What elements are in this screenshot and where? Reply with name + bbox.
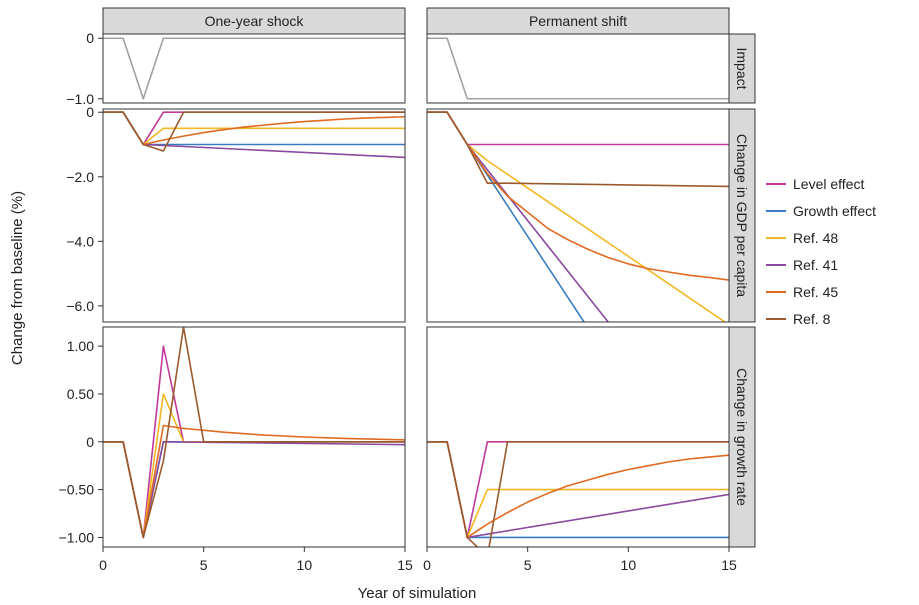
panel-border <box>426 33 730 104</box>
legend: Level effect Growth effect Ref. 48 Ref. 41 R… <box>766 176 876 327</box>
panel-border <box>102 108 406 323</box>
legend-label: Level effect <box>793 176 864 192</box>
y-tick-label: −1.00 <box>59 529 95 545</box>
legend-item-ref-8: Ref. 8 <box>766 311 831 327</box>
y-tick-label: −6.0 <box>66 298 94 314</box>
legend-label: Ref. 8 <box>793 311 831 327</box>
facet-strips: One-year shock Permanent shift Impact Chang… <box>102 7 756 548</box>
panel-one-year-shock-change-in-gdp-per-capita <box>102 108 406 323</box>
strip-label-impact: Impact <box>734 47 750 89</box>
strip-label-one-year-shock: One-year shock <box>205 13 305 29</box>
series-group <box>427 37 729 100</box>
panel-one-year-shock-change-in-growth-rate <box>102 326 406 548</box>
x-tick-label: 10 <box>297 557 313 573</box>
legend-label: Ref. 45 <box>793 284 838 300</box>
series-group <box>103 111 405 159</box>
y-axis-title: Change from baseline (%) <box>9 191 26 365</box>
x-tick-label: 0 <box>99 557 107 573</box>
strip-label-permanent-shift: Permanent shift <box>529 13 627 29</box>
y-tick-label: 0.50 <box>67 386 94 402</box>
panel-background <box>427 34 729 103</box>
panel-one-year-shock-impact <box>102 33 406 104</box>
x-tick-label: 10 <box>621 557 637 573</box>
legend-item-ref-45: Ref. 45 <box>766 284 838 300</box>
legend-item-growth-effect: Growth effect <box>766 203 876 219</box>
panel-background <box>427 109 729 322</box>
x-tick-label: 5 <box>524 557 532 573</box>
strip-change-in-gdp-per-capita <box>728 108 756 323</box>
series-group <box>103 327 405 539</box>
series-group <box>427 111 729 322</box>
series-line-ref-8 <box>427 440 729 547</box>
x-tick-label: 15 <box>721 557 737 573</box>
series-line-impact <box>103 37 405 100</box>
series-line-ref-8 <box>103 111 405 152</box>
panel-background <box>427 327 729 547</box>
y-tick-label: 1.00 <box>67 338 94 354</box>
series-line-impact <box>427 37 729 100</box>
y-tick-label: 0 <box>86 104 94 120</box>
panel-permanent-shift-impact <box>426 33 730 104</box>
series-line-ref-8 <box>103 327 405 539</box>
series-line-ref-45 <box>427 111 729 281</box>
legend-item-level-effect: Level effect <box>766 176 864 192</box>
legend-label: Ref. 41 <box>793 257 838 273</box>
legend-item-ref-41: Ref. 41 <box>766 257 838 273</box>
series-group <box>427 440 729 547</box>
panel-permanent-shift-change-in-growth-rate <box>426 326 730 548</box>
y-tick-label: −4.0 <box>66 233 94 249</box>
panel-border <box>426 108 730 323</box>
facet-panels <box>102 33 730 548</box>
series-line-ref-8 <box>427 111 729 188</box>
strip-impact <box>728 33 756 104</box>
panel-border <box>426 326 730 548</box>
legend-label: Growth effect <box>793 203 876 219</box>
panel-border <box>102 326 406 548</box>
legend-item-ref-48: Ref. 48 <box>766 230 838 246</box>
y-tick-label: −0.50 <box>59 482 95 498</box>
x-tick-label: 5 <box>200 557 208 573</box>
y-tick-label: 0 <box>86 434 94 450</box>
series-line-ref-45 <box>427 440 729 539</box>
strip-label-change-in-gdp-per-capita: Change in GDP per capita <box>734 134 750 297</box>
y-tick-label: −1.0 <box>66 91 94 107</box>
strip-label-change-in-growth-rate: Change in growth rate <box>734 368 750 506</box>
panel-border <box>102 33 406 104</box>
x-tick-label: 15 <box>397 557 413 573</box>
series-line-ref-45 <box>103 111 405 146</box>
axes: 0−1.00−2.0−4.0−6.01.000.500−0.50−1.000 5 1… <box>59 30 737 573</box>
x-axis-title: Year of simulation <box>358 585 477 602</box>
x-tick-label: 0 <box>423 557 431 573</box>
y-tick-label: 0 <box>86 30 94 46</box>
series-group <box>103 37 405 100</box>
strip-one-year-shock <box>102 7 406 35</box>
strip-change-in-growth-rate <box>728 326 756 548</box>
panel-permanent-shift-change-in-gdp-per-capita <box>426 108 730 323</box>
panel-background <box>103 34 405 103</box>
y-tick-label: −2.0 <box>66 169 94 185</box>
legend-label: Ref. 48 <box>793 230 838 246</box>
